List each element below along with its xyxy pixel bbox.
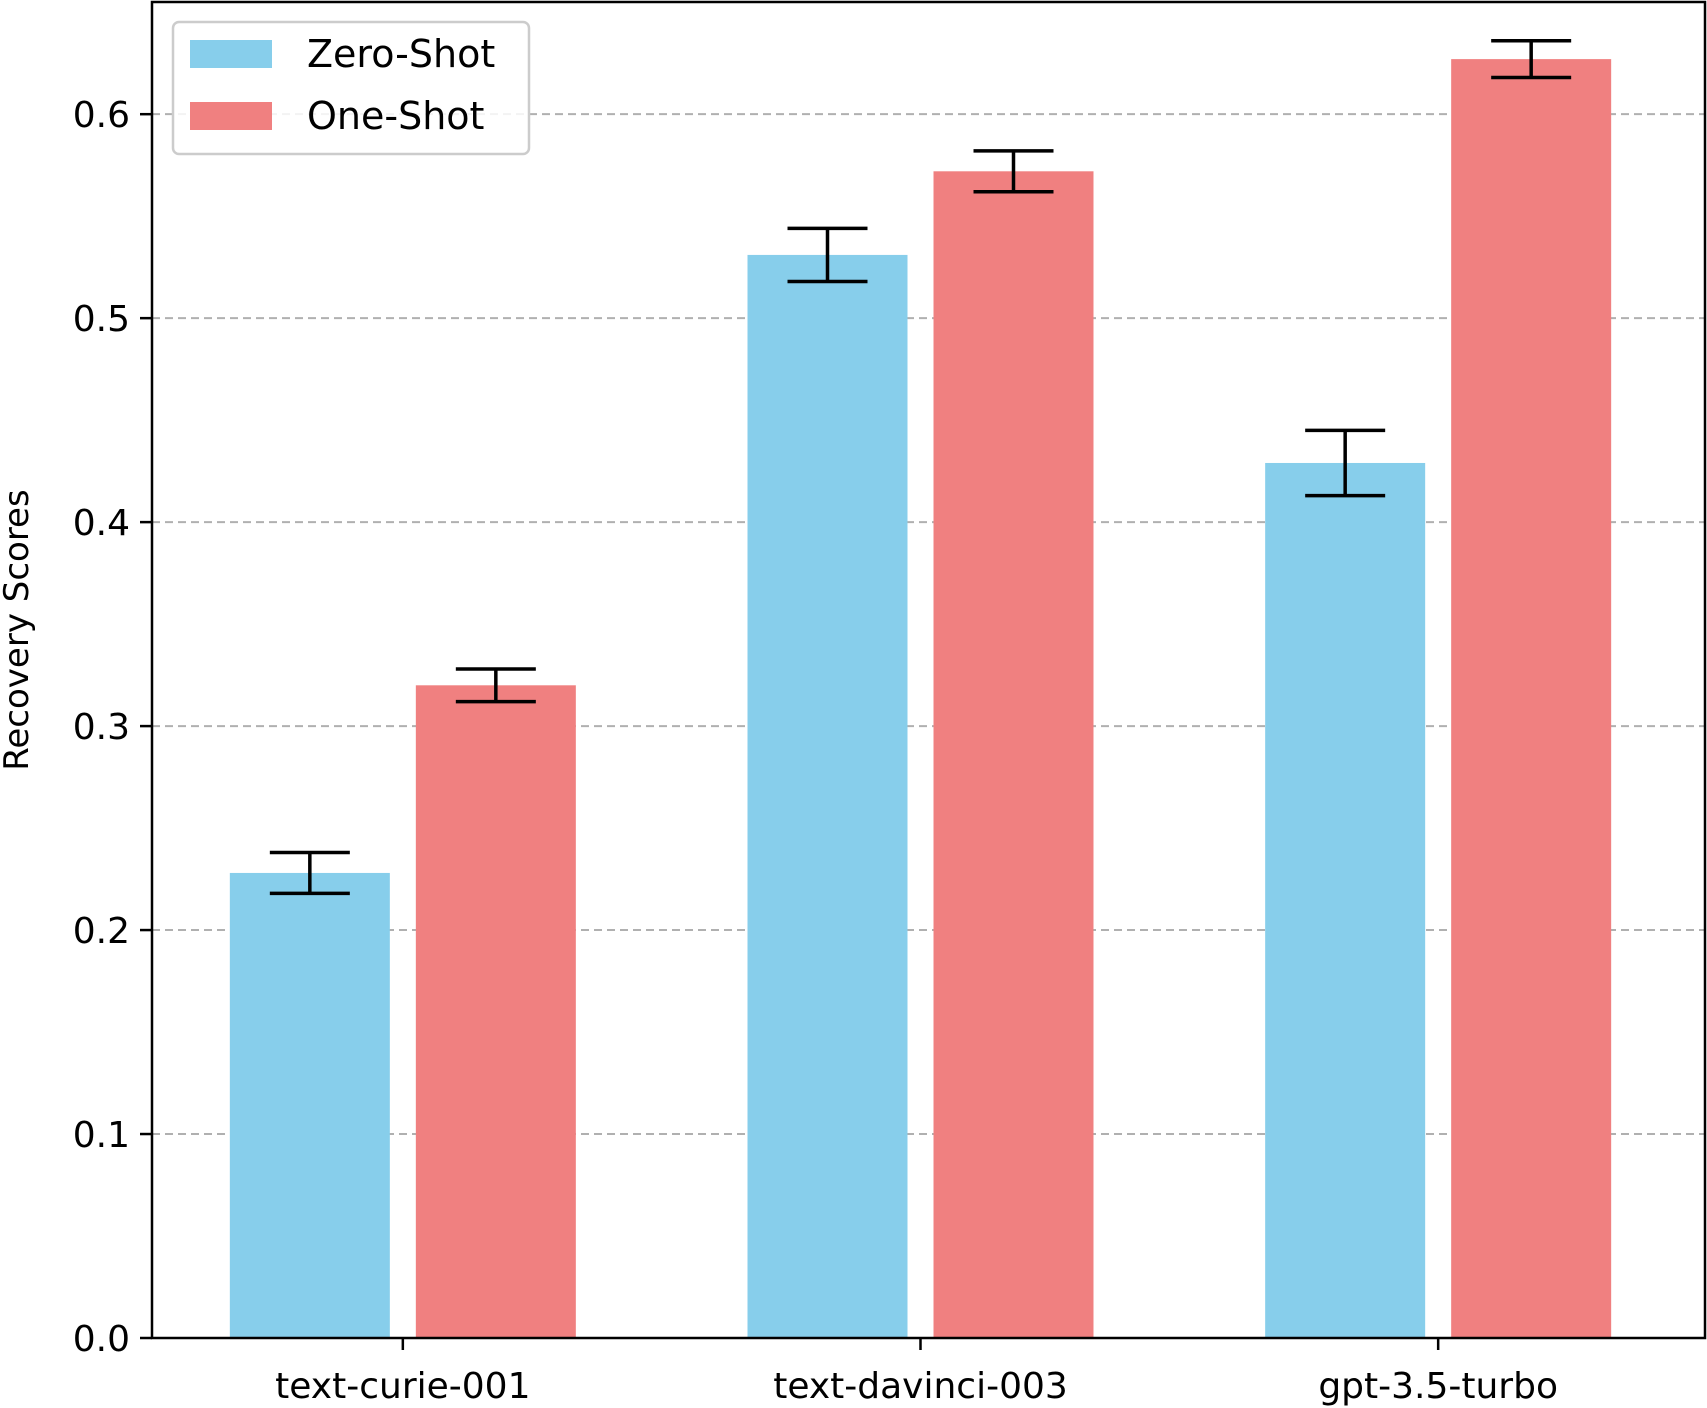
bars (229, 59, 1612, 1339)
y-tick-label: 0.3 (73, 707, 130, 748)
y-tick-label: 0.6 (73, 95, 130, 136)
x-tick-label: gpt-3.5-turbo (1318, 1366, 1558, 1407)
y-tick-label: 0.4 (73, 503, 130, 544)
x-tick-label: text-curie-001 (275, 1366, 530, 1407)
x-axis: text-curie-001 text-davinci-003 gpt-3.5-tu… (275, 1338, 1558, 1407)
bar-zero-shot-text-curie-001 (229, 872, 390, 1338)
y-tick-label: 0.0 (73, 1319, 130, 1360)
bar-one-shot-text-davinci-003 (933, 171, 1094, 1338)
legend: Zero-Shot One-Shot (171, 20, 531, 156)
bar-zero-shot-text-davinci-003 (747, 254, 908, 1339)
plot-frame (150, 0, 1707, 1340)
y-axis-title: Recovery Scores (0, 489, 37, 770)
x-tick-label: text-davinci-003 (773, 1366, 1068, 1407)
bar-one-shot-gpt-3.5-turbo (1451, 59, 1612, 1338)
legend-label: Zero-Shot (307, 32, 495, 76)
bar-zero-shot-gpt-3.5-turbo (1265, 462, 1426, 1339)
error-bars (269, 39, 1572, 896)
legend-swatch-zero-shot (190, 40, 272, 68)
gridlines (152, 113, 1705, 1136)
y-tick-label: 0.2 (73, 911, 130, 952)
y-tick-label: 0.1 (73, 1115, 130, 1156)
legend-swatch-one-shot (190, 102, 272, 130)
bar-one-shot-text-curie-001 (415, 685, 576, 1338)
y-tick-label: 0.5 (73, 299, 130, 340)
y-axis: 0.0 0.1 0.2 0.3 0.4 0.5 0.6 (73, 95, 152, 1360)
legend-label: One-Shot (307, 94, 484, 138)
